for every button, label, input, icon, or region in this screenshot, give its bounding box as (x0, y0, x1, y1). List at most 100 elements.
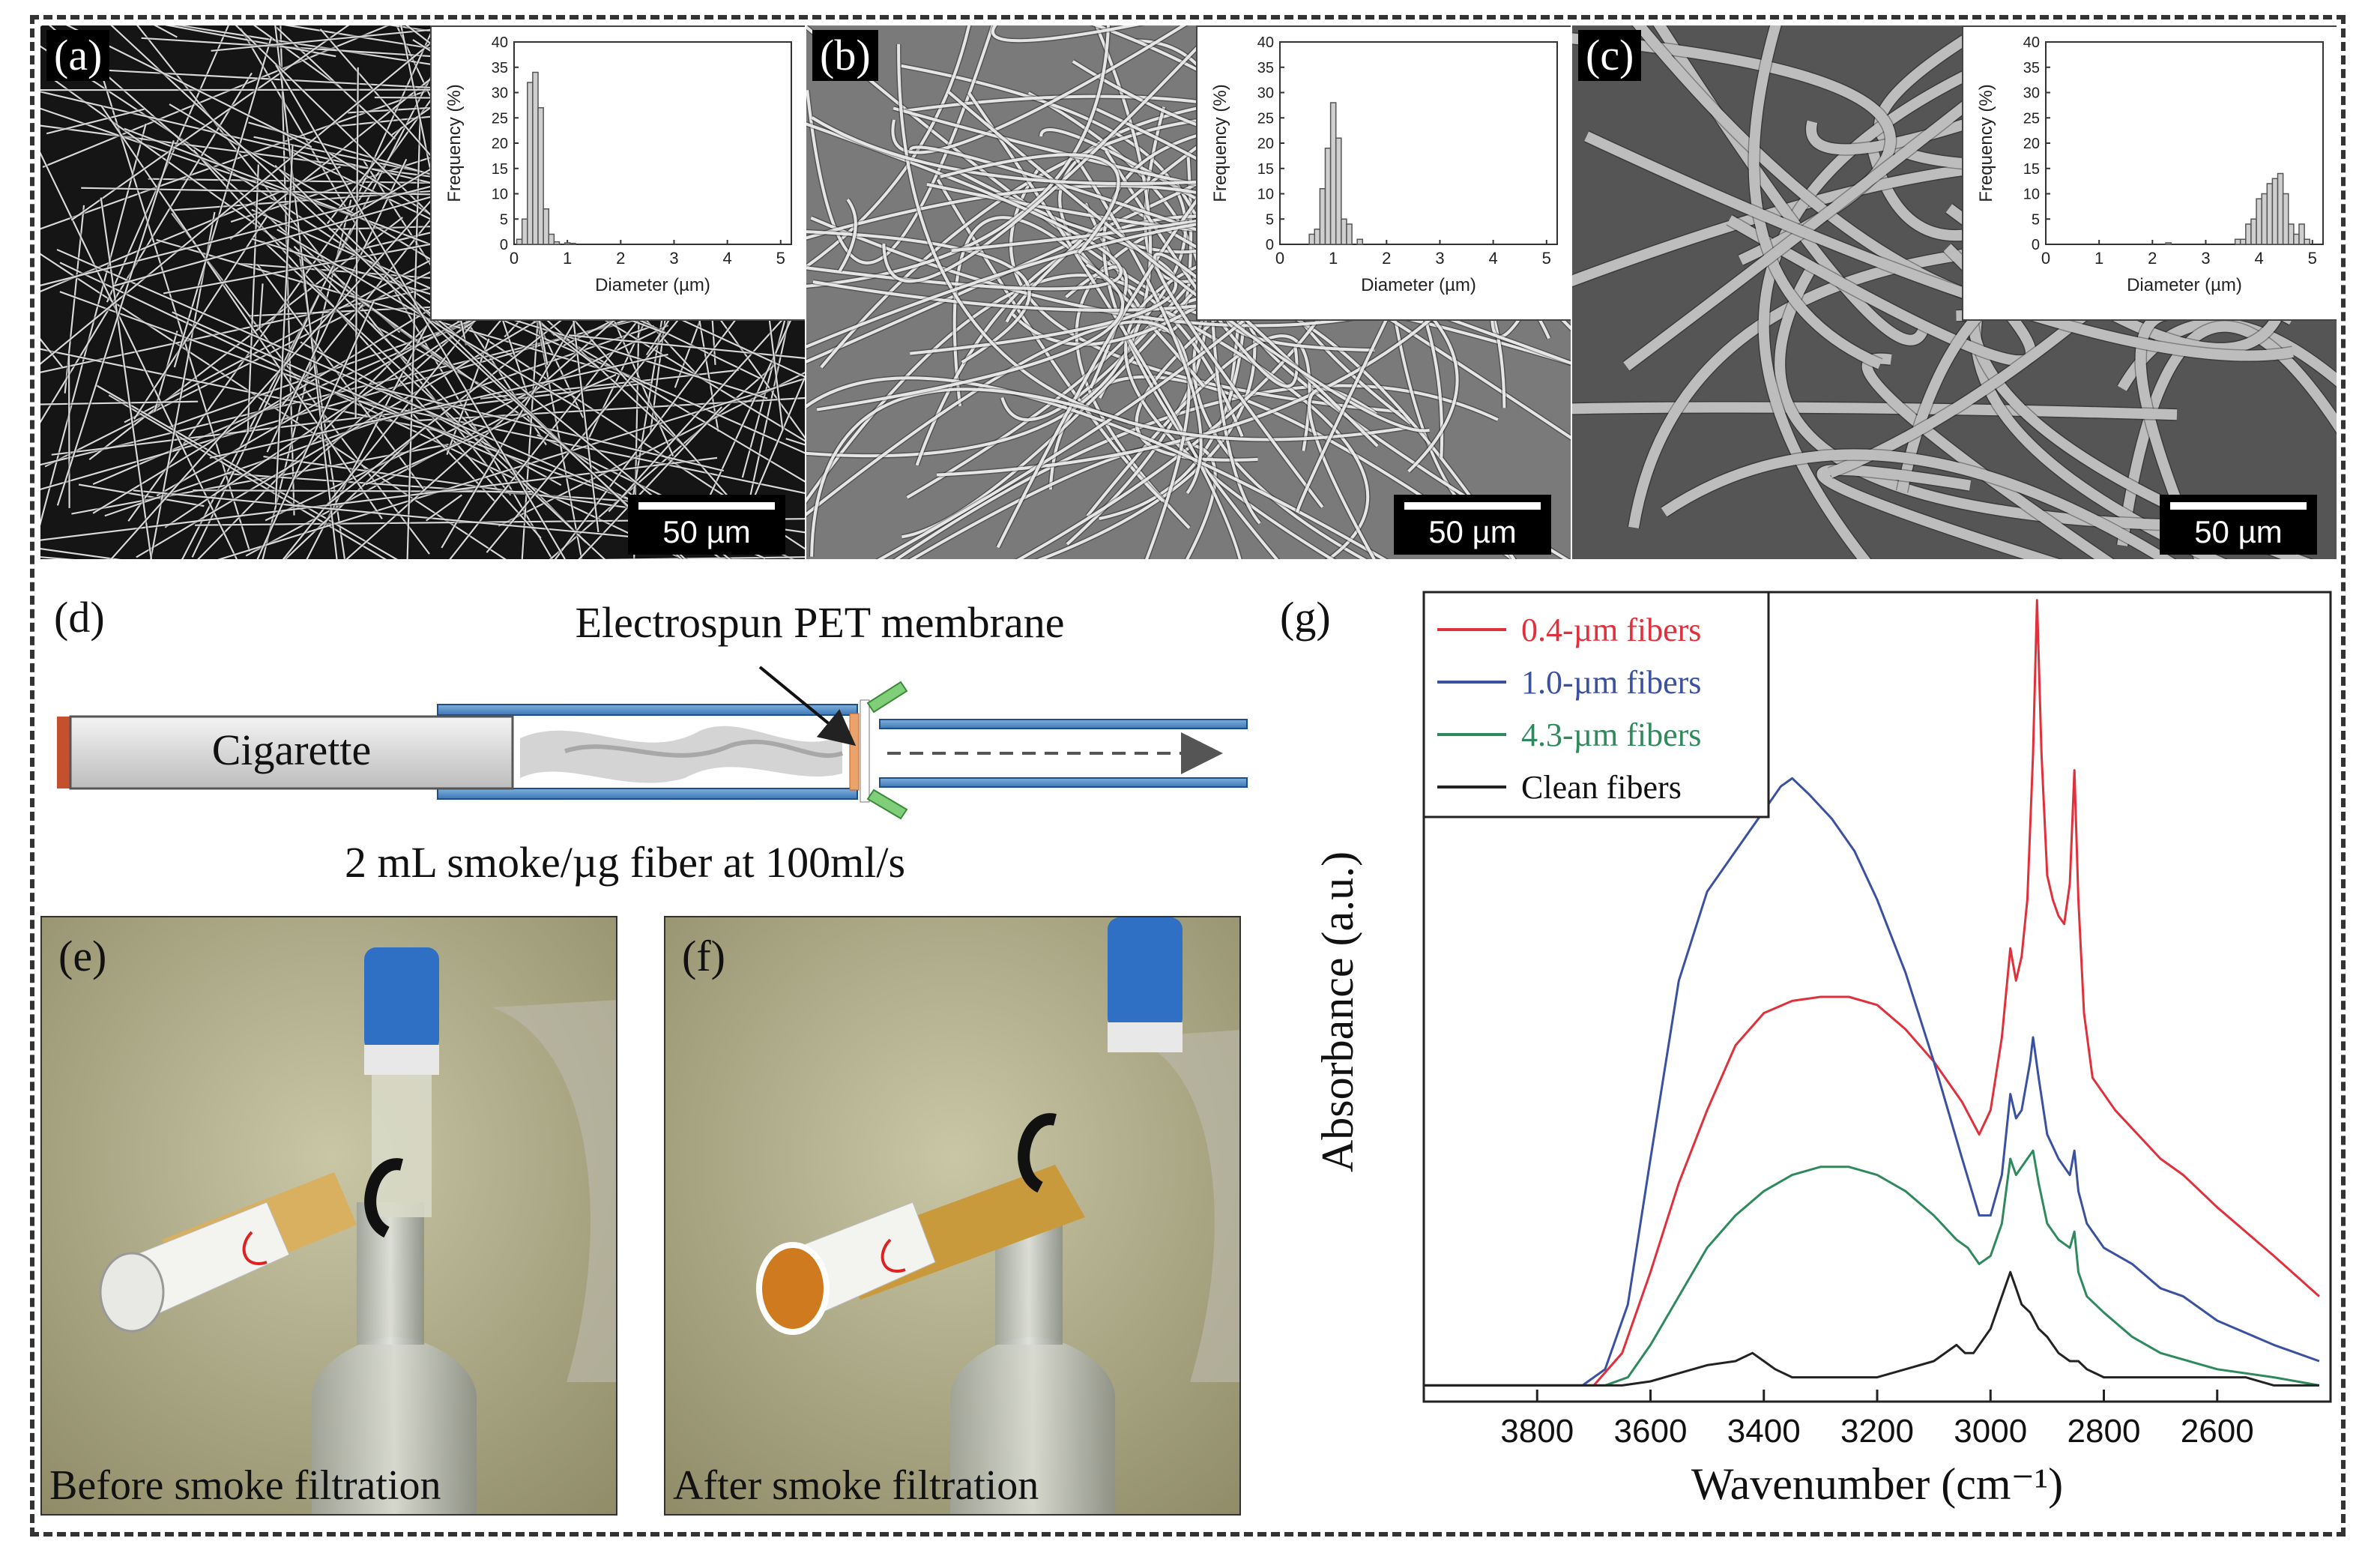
ftir-x-tick-label: 3200 (1840, 1413, 1914, 1450)
photo-caption-f: After smoke filtration (673, 1462, 1039, 1509)
hist-x-label: Diameter (µm) (2127, 275, 2242, 295)
hist-x-tick-label: 4 (1488, 249, 1497, 268)
hist-y-tick-label: 0 (500, 237, 508, 253)
fiber (40, 72, 253, 423)
fiber (100, 105, 383, 519)
hist-bar (1356, 238, 1364, 245)
ftir-x-tick-label: 3400 (1727, 1413, 1801, 1450)
fiber (40, 338, 64, 368)
fiber (1155, 305, 1370, 559)
ftir-series-line (1424, 777, 2320, 1387)
figure-frame (30, 15, 2346, 1537)
fiber (2117, 321, 2337, 546)
fiber (806, 25, 1152, 458)
ftir-legend: 0.4-µm fibers 1.0-µm fibers 4.3-µm fibers C… (1422, 591, 1770, 818)
fiber (191, 228, 352, 558)
hist-y-tick-label: 0 (2032, 237, 2040, 253)
fiber (894, 384, 1499, 559)
hist-y-tick-label: 10 (2023, 187, 2040, 203)
hist-x-label: Diameter (µm) (1361, 275, 1476, 295)
hist-bar (1308, 233, 1315, 245)
hist-bar (537, 107, 544, 245)
hist-y-tick-label: 30 (492, 85, 508, 102)
hist-bar (2165, 242, 2172, 245)
panel-label-f: (f) (682, 932, 725, 980)
panel-label-c: (c) (1578, 30, 1642, 81)
fiber (369, 322, 509, 400)
hist-y-label: Frequency (%) (1210, 84, 1230, 202)
hist-y-tick-label: 10 (492, 187, 508, 203)
hist-x-tick-label: 1 (2094, 249, 2103, 268)
fiber (240, 28, 554, 559)
scale-bar-a: 50 µm (628, 495, 785, 555)
fiber (88, 217, 403, 461)
hist-bar (2271, 178, 2279, 245)
hist-y-tick-label: 40 (492, 34, 508, 51)
fiber (40, 25, 612, 230)
hist-x-tick-label: 4 (722, 249, 731, 268)
fiber (354, 67, 359, 418)
membrane-label: Electrospun PET membrane (576, 598, 1065, 647)
hist-bar (1314, 229, 1321, 245)
fiber (1036, 331, 1257, 559)
panel-d-schematic: (d) (40, 577, 1254, 907)
hist-bar (2304, 238, 2310, 245)
legend-label: 1.0-µm fibers (1521, 664, 1701, 701)
fiber (806, 122, 1123, 291)
fiber (326, 127, 403, 225)
hist-y-label: Frequency (%) (1976, 84, 1996, 202)
hist-y-tick-label: 15 (492, 161, 508, 178)
fiber (377, 387, 725, 472)
hist-y-tick-label: 25 (2023, 110, 2040, 127)
hist-bar (2239, 238, 2247, 245)
hist-x-tick-label: 1 (563, 249, 572, 268)
hist-bar (2256, 198, 2262, 245)
fiber (1661, 449, 2175, 559)
hist-y-tick-label: 20 (2023, 136, 2040, 152)
fiber (40, 25, 453, 365)
fiber (1153, 252, 1379, 508)
hist-bar (553, 241, 561, 245)
hist-y-tick-label: 30 (2023, 85, 2040, 102)
ftir-series-line (1424, 599, 2320, 1387)
legend-label: 4.3-µm fibers (1521, 717, 1701, 753)
hist-bar (521, 218, 528, 245)
fiber (425, 309, 731, 559)
hist-y-tick-label: 5 (500, 211, 508, 228)
fiber (133, 489, 708, 545)
histogram-b: 0 1 2 3 4 5 0 5 10 15 20 25 30 35 40 Diameter (µm) Frequ… (1210, 34, 1558, 295)
fiber (136, 25, 512, 496)
hist-x-tick-label: 1 (1329, 249, 1338, 268)
hist-y-tick-label: 15 (1257, 161, 1274, 178)
hist-y-tick-label: 10 (1257, 187, 1274, 203)
fiber (785, 438, 805, 446)
hist-y-tick-label: 20 (492, 136, 508, 152)
ftir-x-tick-label: 2600 (2181, 1413, 2254, 1450)
hist-bar (564, 242, 571, 245)
fiber (71, 443, 449, 515)
hist-bar (1335, 137, 1342, 245)
hist-bar (2298, 223, 2305, 245)
fiber (193, 149, 542, 539)
fiber (247, 164, 259, 434)
photo-before-filtration (42, 917, 616, 1514)
panel-label-b: (b) (812, 30, 878, 81)
hist-bar (2245, 223, 2252, 245)
cigarette-label: Cigarette (212, 726, 372, 774)
hist-y-tick-label: 35 (2023, 60, 2040, 76)
fiber (697, 314, 719, 432)
scale-bar-label: 50 µm (2194, 514, 2283, 549)
fiber (592, 556, 805, 559)
hist-bar (2261, 193, 2268, 245)
hist-y-tick-label: 15 (2023, 161, 2040, 178)
hist-x-label: Diameter (µm) (595, 275, 710, 295)
histogram-inset-b: 0 1 2 3 4 5 0 5 10 15 20 25 30 35 40 Diameter (µm) Frequ… (1196, 25, 1571, 321)
fiber (95, 385, 399, 559)
fiber (365, 373, 617, 486)
fiber (40, 400, 199, 405)
hist-plot-area (513, 41, 792, 245)
hist-bar (2266, 183, 2274, 245)
fiber (947, 91, 1430, 432)
histogram-inset-c: 0 1 2 3 4 5 0 5 10 15 20 25 30 35 40 Diameter (µm) Frequ… (1962, 25, 2337, 321)
fiber (897, 43, 1407, 441)
